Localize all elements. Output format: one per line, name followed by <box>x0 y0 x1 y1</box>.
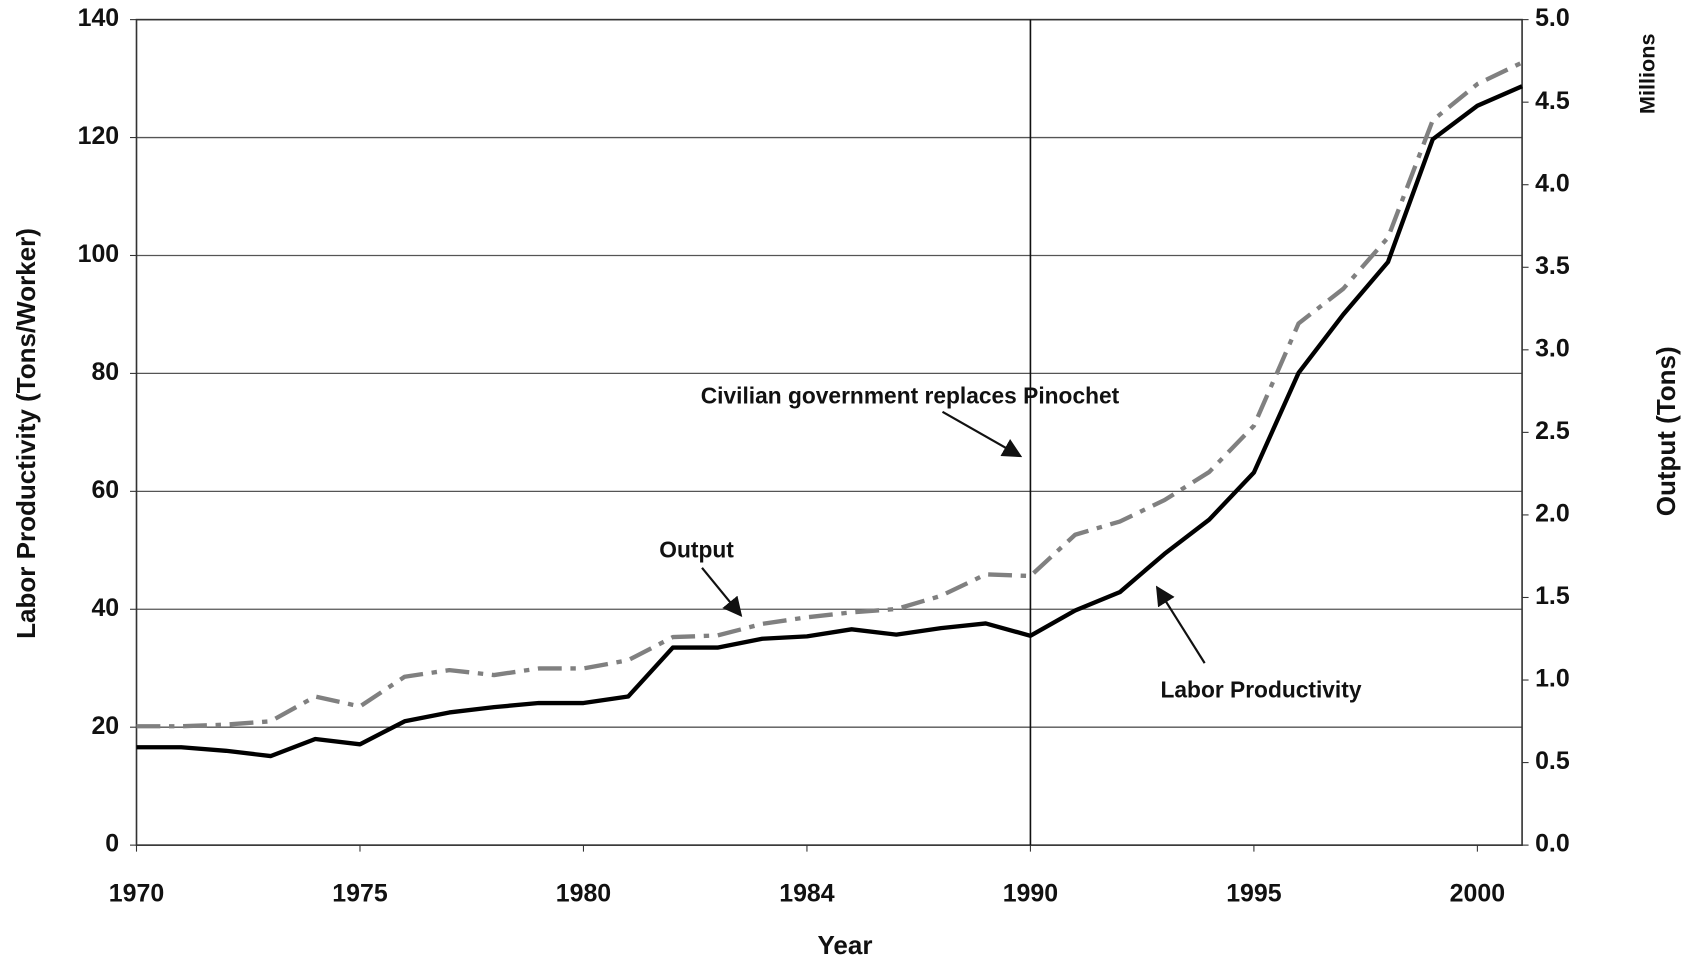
y2-tick-label: 1.0 <box>1535 665 1570 693</box>
y2-tick-label: 4.0 <box>1535 169 1570 197</box>
y-tick-label: 80 <box>91 358 119 386</box>
series-line <box>136 60 1524 729</box>
y2-tick-label: 3.5 <box>1535 252 1570 280</box>
y2-tick-label: 4.5 <box>1535 87 1570 115</box>
y2-unit: Millions <box>1635 33 1660 114</box>
annotation: Civilian government replaces Pinochet <box>701 383 1120 409</box>
x-tick-label: 1990 <box>1003 880 1058 908</box>
x-tick-label: 1980 <box>556 880 611 908</box>
y-tick-label: 20 <box>91 712 119 740</box>
y2-tick-label: 3.0 <box>1535 334 1570 362</box>
series-line <box>136 84 1523 759</box>
y2-tick-label: 0.5 <box>1535 747 1570 775</box>
x-tick-label: 1975 <box>332 880 388 908</box>
x-tick-label: 1984 <box>779 880 835 908</box>
y2-tick-label: 2.5 <box>1535 417 1570 445</box>
y2-tick-label: 5.0 <box>1535 4 1570 32</box>
y-axis-title: Labor Productivity (Tons/Worker) <box>11 228 41 639</box>
plot-frame <box>135 18 1523 846</box>
y2-tick-label: 2.0 <box>1535 500 1570 528</box>
y-tick-label: 140 <box>78 4 120 32</box>
annotation: Labor Productivity <box>1161 676 1362 702</box>
y-tick-label: 60 <box>91 476 119 504</box>
annotation-arrow <box>701 567 743 617</box>
annotation: Output <box>659 537 734 563</box>
y-tick-label: 40 <box>91 594 119 622</box>
x-tick-label: 1970 <box>109 880 164 908</box>
y2-axis-title: Output (Tons) <box>1651 346 1681 516</box>
y-tick-label: 100 <box>78 240 120 268</box>
y-tick-label: 0 <box>105 830 119 858</box>
annotation-arrow <box>941 410 1023 458</box>
annotation-arrow <box>1155 585 1206 664</box>
x-tick-label: 2000 <box>1450 880 1505 908</box>
y2-tick-label: 1.5 <box>1535 582 1570 610</box>
x-axis-title: Year <box>818 930 873 959</box>
x-tick-label: 1995 <box>1226 880 1282 908</box>
y2-tick-label: 0.0 <box>1535 830 1570 858</box>
y-tick-label: 120 <box>78 122 120 150</box>
